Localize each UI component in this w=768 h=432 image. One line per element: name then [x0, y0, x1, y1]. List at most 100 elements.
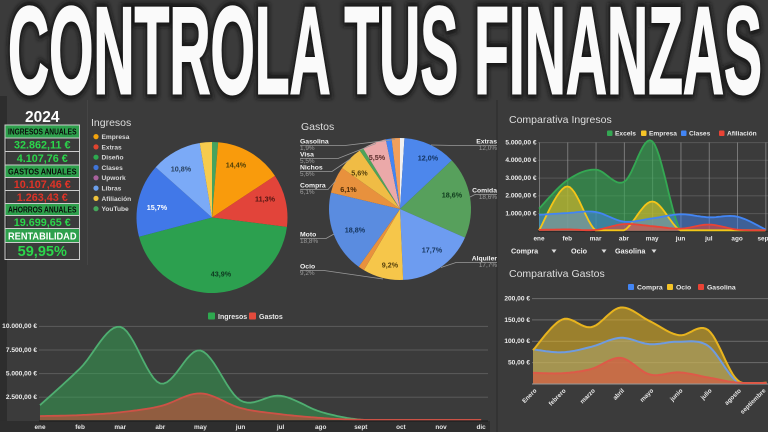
- svg-text:sep: sep: [757, 236, 768, 243]
- svg-text:14,4%: 14,4%: [226, 161, 247, 170]
- svg-text:Ocio: Ocio: [676, 285, 691, 292]
- svg-text:Alquiler: Alquiler: [472, 256, 498, 263]
- svg-text:jul: jul: [276, 424, 285, 431]
- svg-text:CONTROLA TUS FINANZAS: CONTROLA TUS FINANZAS: [8, 0, 762, 121]
- svg-text:Ingresos: Ingresos: [218, 314, 247, 321]
- svg-text:Comparativa Ingresos: Comparativa Ingresos: [509, 114, 612, 126]
- svg-text:3.000,00 €: 3.000,00 €: [505, 175, 536, 182]
- svg-text:jun: jun: [235, 424, 246, 431]
- svg-text:Gastos: Gastos: [301, 121, 334, 133]
- svg-text:1,9%: 1,9%: [300, 145, 315, 152]
- svg-text:1.000,00 €: 1.000,00 €: [505, 210, 536, 217]
- svg-text:may: may: [646, 236, 659, 243]
- svg-text:Extras: Extras: [102, 144, 122, 151]
- svg-text:9,2%: 9,2%: [382, 261, 399, 270]
- svg-text:10.107,46 €: 10.107,46 €: [14, 179, 71, 191]
- svg-text:Visa: Visa: [300, 152, 314, 159]
- svg-text:4.000,00 €: 4.000,00 €: [505, 157, 536, 164]
- svg-text:Ingresos: Ingresos: [91, 117, 131, 129]
- svg-text:Afiliación: Afiliación: [727, 131, 757, 138]
- svg-text:Comida: Comida: [472, 188, 497, 195]
- svg-text:5.000,00 €: 5.000,00 €: [6, 370, 37, 377]
- svg-text:Gasolina: Gasolina: [615, 247, 646, 256]
- svg-text:6,1%: 6,1%: [300, 189, 315, 196]
- svg-text:Excels: Excels: [615, 131, 636, 138]
- svg-text:Extras: Extras: [476, 139, 497, 146]
- svg-text:sept: sept: [354, 424, 368, 431]
- svg-text:12,0%: 12,0%: [479, 145, 497, 152]
- svg-text:5,6%: 5,6%: [300, 171, 315, 178]
- svg-text:10,8%: 10,8%: [171, 165, 192, 174]
- svg-text:7.500,00 €: 7.500,00 €: [6, 347, 37, 354]
- svg-text:Afiliación: Afiliación: [102, 196, 132, 203]
- svg-text:CONTROLA TUS FINANZAS: CONTROLA TUS FINANZAS: [8, 0, 762, 121]
- svg-text:19.699,65 €: 19.699,65 €: [14, 217, 71, 229]
- svg-text:Compra: Compra: [637, 285, 663, 292]
- svg-text:2.500,00 €: 2.500,00 €: [6, 394, 37, 401]
- svg-text:15,7%: 15,7%: [147, 203, 168, 212]
- svg-text:18,8%: 18,8%: [300, 238, 318, 245]
- svg-text:may: may: [194, 424, 207, 431]
- svg-text:feb: feb: [563, 236, 573, 243]
- svg-text:12,0%: 12,0%: [418, 154, 439, 163]
- svg-text:17,7%: 17,7%: [422, 246, 443, 255]
- svg-text:Empresa: Empresa: [102, 134, 130, 141]
- svg-text:ago: ago: [731, 236, 742, 243]
- svg-text:4.107,76 €: 4.107,76 €: [17, 153, 68, 165]
- svg-text:18,8%: 18,8%: [345, 226, 366, 235]
- svg-text:200,00 €: 200,00 €: [504, 295, 530, 302]
- svg-text:ene: ene: [34, 424, 45, 431]
- svg-text:Gasolina: Gasolina: [707, 285, 736, 292]
- svg-text:50,00 €: 50,00 €: [508, 359, 530, 366]
- svg-text:INGRESOS ANUALES: INGRESOS ANUALES: [8, 128, 77, 137]
- svg-text:Libras: Libras: [102, 186, 122, 193]
- svg-text:ene: ene: [533, 236, 544, 243]
- svg-text:32.862,11 €: 32.862,11 €: [14, 140, 70, 152]
- svg-text:RENTABILIDAD: RENTABILIDAD: [8, 230, 77, 242]
- svg-text:abr: abr: [155, 424, 165, 431]
- svg-text:2.000,00 €: 2.000,00 €: [505, 193, 536, 200]
- svg-text:43,9%: 43,9%: [211, 270, 232, 279]
- svg-text:Ocio: Ocio: [300, 264, 315, 271]
- svg-text:Empresa: Empresa: [649, 131, 677, 138]
- svg-text:2024: 2024: [25, 109, 60, 126]
- svg-text:Nichos: Nichos: [300, 165, 323, 172]
- svg-text:GASTOS ANUALES: GASTOS ANUALES: [8, 167, 77, 176]
- svg-text:abr: abr: [619, 236, 629, 243]
- svg-text:Clases: Clases: [102, 165, 124, 172]
- svg-text:10.000,00 €: 10.000,00 €: [2, 323, 37, 330]
- svg-text:feb: feb: [75, 424, 85, 431]
- svg-text:dic: dic: [476, 424, 486, 431]
- svg-text:5,5%: 5,5%: [300, 158, 315, 165]
- svg-text:150,00 €: 150,00 €: [504, 317, 530, 324]
- svg-text:Upwork: Upwork: [102, 175, 127, 182]
- svg-text:Compra: Compra: [511, 247, 539, 256]
- svg-text:YouTube: YouTube: [102, 206, 130, 213]
- svg-text:9,2%: 9,2%: [300, 270, 315, 277]
- svg-text:59,95%: 59,95%: [18, 244, 67, 260]
- svg-text:5,6%: 5,6%: [351, 169, 368, 178]
- svg-text:Gastos: Gastos: [259, 314, 283, 321]
- svg-text:6,1%: 6,1%: [340, 185, 357, 194]
- svg-text:Ocio: Ocio: [571, 247, 588, 256]
- svg-text:1.263,43 €: 1.263,43 €: [17, 192, 68, 204]
- svg-text:5,5%: 5,5%: [369, 153, 386, 162]
- svg-text:18,6%: 18,6%: [442, 191, 463, 200]
- svg-text:Compra: Compra: [300, 183, 326, 190]
- svg-text:100,00 €: 100,00 €: [504, 338, 530, 345]
- svg-text:Moto: Moto: [300, 232, 316, 239]
- svg-text:17,7%: 17,7%: [479, 262, 497, 269]
- svg-text:11,3%: 11,3%: [255, 195, 276, 204]
- svg-text:Diseño: Diseño: [102, 155, 124, 162]
- svg-text:Clases: Clases: [689, 131, 711, 138]
- svg-text:AHORROS ANUALES: AHORROS ANUALES: [8, 206, 77, 215]
- svg-text:nov: nov: [435, 424, 447, 431]
- svg-text:oct: oct: [396, 424, 406, 431]
- svg-text:mar: mar: [590, 236, 602, 243]
- svg-text:ago: ago: [315, 424, 326, 431]
- svg-text:Gasolina: Gasolina: [300, 139, 329, 146]
- svg-text:18,6%: 18,6%: [479, 194, 497, 201]
- svg-text:Comparativa Gastos: Comparativa Gastos: [509, 268, 605, 280]
- svg-text:5.000,00 €: 5.000,00 €: [505, 139, 536, 146]
- svg-text:mar: mar: [114, 424, 126, 431]
